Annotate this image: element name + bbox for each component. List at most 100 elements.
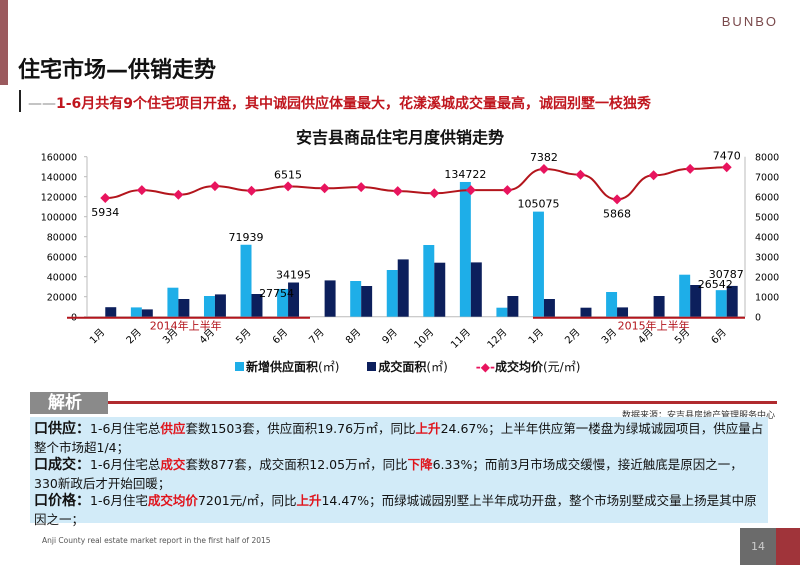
legend-unit: (㎡) bbox=[426, 360, 448, 374]
bar-deal bbox=[105, 307, 117, 317]
price-marker bbox=[465, 185, 476, 196]
analysis-heading: 解析 bbox=[30, 392, 108, 414]
left-tick-label: 20000 bbox=[47, 293, 77, 304]
logo: BUNBO bbox=[721, 14, 778, 29]
chart: 0 20000 40000 60000 80000 100000 120000 140000 1… bbox=[41, 149, 779, 351]
price-marker bbox=[246, 185, 257, 196]
legend-label: 新增供应面积 bbox=[246, 360, 319, 374]
data-label: 71939 bbox=[229, 231, 264, 244]
price-marker bbox=[392, 186, 403, 197]
x-tick-label: 8月 bbox=[343, 326, 363, 346]
bar-deal bbox=[726, 285, 738, 317]
bar-deal bbox=[397, 259, 409, 317]
bar-deal bbox=[690, 285, 702, 317]
text: 1-6月住宅 bbox=[90, 493, 148, 508]
legend-deal: 成交面积(㎡) bbox=[367, 358, 448, 375]
price-marker bbox=[356, 182, 367, 193]
right-tick-label: 2000 bbox=[755, 273, 779, 284]
data-label: 26542 bbox=[698, 278, 733, 291]
x-tick-label: 10月 bbox=[412, 326, 437, 351]
price-marker bbox=[538, 164, 549, 175]
bar-deal bbox=[178, 299, 190, 317]
text: 套数877套，成交面积12.05万㎡，同比 bbox=[185, 457, 408, 472]
bar-deal bbox=[324, 280, 336, 317]
bar-deal bbox=[141, 309, 153, 317]
bar-supply bbox=[386, 270, 398, 317]
data-label: 30787 bbox=[709, 268, 744, 281]
text: 24.67%；上半年供应第一楼盘为绿城诚园项目，供应量占整个市场超1/4； bbox=[34, 421, 764, 455]
price-marker bbox=[685, 163, 696, 174]
left-tick-label: 120000 bbox=[41, 193, 77, 204]
data-label: 5868 bbox=[603, 207, 631, 220]
text: 14.47%；而绿城诚园别墅上半年成功开盘，整个市场别墅成交量上扬是其中原因之一… bbox=[34, 493, 757, 527]
right-tick-label: 8000 bbox=[755, 153, 779, 164]
left-tick-label: 80000 bbox=[47, 233, 77, 244]
bar-deal bbox=[251, 294, 263, 317]
x-tick-label: 2月 bbox=[563, 326, 583, 346]
bar-deal bbox=[288, 282, 300, 317]
x-tick-label: 6月 bbox=[270, 326, 290, 346]
text: 套数1503套，供应面积19.76万㎡，同比 bbox=[185, 421, 416, 436]
highlight: 成交均价 bbox=[147, 493, 198, 508]
x-tick-label: 7月 bbox=[307, 326, 327, 346]
x-tick-label: 6月 bbox=[709, 326, 729, 346]
legend: 新增供应面积(㎡) 成交面积(㎡) -◆-成交均价(元/㎡) bbox=[235, 358, 580, 375]
bar-supply bbox=[423, 245, 435, 317]
label: 口成交： bbox=[34, 457, 90, 473]
right-tick-label: 7000 bbox=[755, 173, 779, 184]
bar-supply bbox=[167, 287, 179, 317]
data-label: 5934 bbox=[91, 206, 119, 219]
bar-supply bbox=[130, 307, 142, 317]
bar-supply bbox=[715, 290, 727, 317]
price-marker bbox=[100, 193, 111, 204]
text: 1-6月住宅总 bbox=[90, 457, 161, 472]
text: 7201元/㎡，同比 bbox=[197, 493, 297, 508]
bar-deal bbox=[543, 299, 555, 317]
bar-deal bbox=[617, 307, 629, 317]
text: 1-6月住宅总 bbox=[90, 421, 161, 436]
data-source: 数据来源：安吉县房地产管理服务中心 bbox=[621, 411, 775, 421]
bar-deal bbox=[434, 262, 446, 317]
x-tick-label: 2月 bbox=[124, 326, 144, 346]
left-tick-label: 40000 bbox=[47, 273, 77, 284]
bar-supply bbox=[496, 307, 508, 317]
legend-supply: 新增供应面积(㎡) bbox=[235, 358, 339, 375]
data-label: 134722 bbox=[444, 168, 486, 181]
analysis-price: 口价格：1-6月住宅成交均价7201元/㎡，同比上升14.47%；而绿城诚园别墅… bbox=[34, 492, 764, 528]
bar-deal bbox=[361, 286, 373, 317]
legend-price: -◆-成交均价(元/㎡) bbox=[476, 358, 581, 375]
x-tick-label: 3月 bbox=[599, 326, 619, 346]
x-tick-label: 11月 bbox=[448, 326, 473, 351]
legend-marker-price: -◆- bbox=[475, 360, 495, 374]
price-marker bbox=[612, 194, 623, 205]
price-marker bbox=[136, 185, 147, 196]
bar-deal bbox=[470, 262, 482, 317]
x-tick-label: 1月 bbox=[87, 326, 107, 346]
right-tick-label: 0 bbox=[755, 313, 761, 324]
data-label: 7382 bbox=[530, 151, 558, 164]
period-label-2014: 2014年上半年 bbox=[150, 319, 222, 333]
right-tick-label: 5000 bbox=[755, 213, 779, 224]
bar-supply bbox=[532, 211, 544, 317]
price-marker bbox=[173, 189, 184, 200]
bar-deal bbox=[507, 296, 519, 317]
x-tick-label: 12月 bbox=[485, 326, 510, 351]
bar-supply bbox=[459, 181, 471, 317]
data-label: 27754 bbox=[259, 287, 294, 300]
label: 口价格： bbox=[34, 493, 90, 509]
bar-deal bbox=[580, 307, 592, 317]
legend-unit: (元/㎡) bbox=[543, 360, 581, 374]
bar-supply bbox=[277, 288, 289, 317]
chart-title: 安吉县商品住宅月度供销走势 bbox=[295, 128, 504, 147]
price-marker bbox=[319, 183, 330, 194]
page-title: 住宅市场—供销走势 bbox=[18, 58, 217, 83]
legend-label: 成交均价 bbox=[494, 360, 543, 374]
data-label: 105075 bbox=[517, 198, 559, 211]
price-marker bbox=[502, 185, 513, 196]
legend-label: 成交面积 bbox=[378, 360, 427, 374]
left-tick-label: 60000 bbox=[47, 253, 77, 264]
footer-text: Anji County real estate market report in… bbox=[42, 536, 271, 545]
subtitle-text: 1-6月共有9个住宅项目开盘，其中诚园供应体量最大，花漾溪城成交量最高，诚园别墅… bbox=[56, 96, 652, 112]
bar-supply bbox=[679, 274, 691, 317]
data-label: 7470 bbox=[713, 149, 741, 162]
